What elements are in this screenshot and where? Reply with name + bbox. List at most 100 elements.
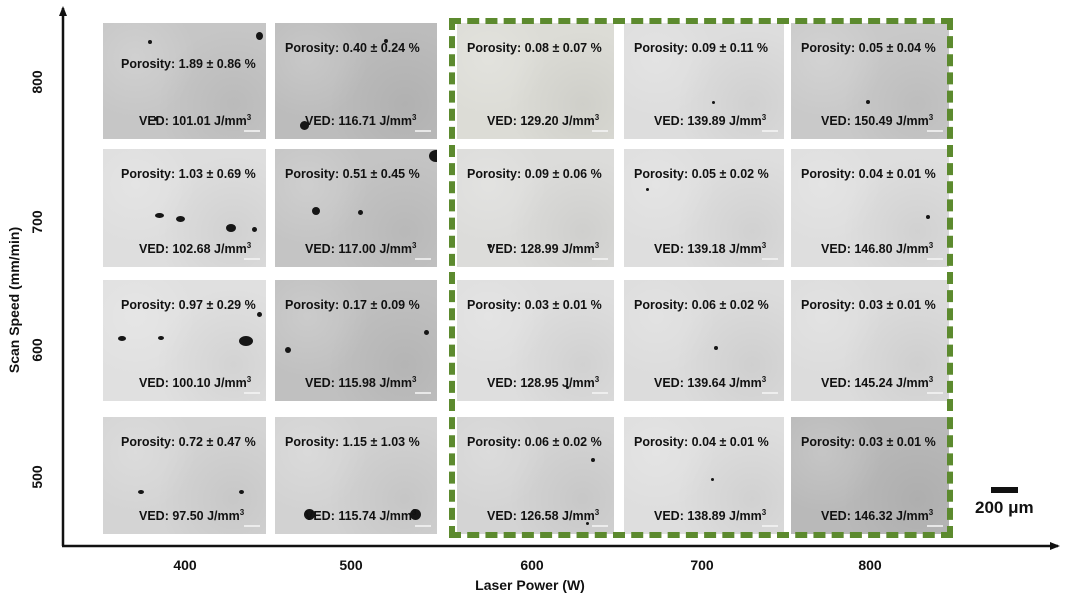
micrograph-scale-mark [762, 392, 778, 394]
micrograph-scale-mark [927, 392, 943, 394]
porosity-label: Porosity: 1.03 ± 0.69 % [121, 167, 256, 181]
micrograph-texture [624, 23, 784, 139]
micrograph-texture [275, 23, 437, 139]
superscript-three: 3 [412, 113, 417, 122]
micrograph-panel: Porosity: 0.06 ± 0.02 % VED: 126.58 J/mm3 [457, 417, 614, 534]
micrograph-texture [103, 149, 266, 267]
micrograph-texture [103, 280, 266, 401]
porosity-label: Porosity: 0.04 ± 0.01 % [801, 167, 936, 181]
pore-mark [429, 150, 437, 162]
ved-value: VED: 150.49 J/mm [821, 114, 929, 129]
ved-label: VED: 115.74 J/mm3 [305, 508, 416, 523]
x-tick-label: 800 [858, 557, 882, 573]
x-tick-label: 400 [173, 557, 197, 573]
pore-mark [714, 346, 718, 350]
pore-mark [257, 312, 262, 317]
ved-label: VED: 126.58 J/mm3 [487, 508, 599, 523]
ved-label: VED: 116.71 J/mm3 [305, 113, 416, 128]
ved-label: VED: 139.18 J/mm3 [654, 241, 766, 256]
micrograph-panel: Porosity: 0.05 ± 0.04 % VED: 150.49 J/mm3 [791, 23, 949, 139]
porosity-label: Porosity: 0.03 ± 0.01 % [801, 435, 936, 449]
x-axis-label: Laser Power (W) [475, 577, 585, 593]
ved-label: VED: 117.00 J/mm3 [305, 241, 416, 256]
porosity-label: Porosity: 1.15 ± 1.03 % [285, 435, 420, 449]
micrograph-panel: Porosity: 1.03 ± 0.69 % VED: 102.68 J/mm3 [103, 149, 266, 267]
micrograph-texture [103, 417, 266, 534]
micrograph-panel: Porosity: 0.09 ± 0.06 % VED: 128.99 J/mm3 [457, 149, 614, 267]
pore-mark [285, 347, 291, 353]
ved-value: VED: 139.18 J/mm [654, 242, 762, 257]
micrograph-panel: Porosity: 0.09 ± 0.11 % VED: 139.89 J/mm3 [624, 23, 784, 139]
ved-value: VED: 102.68 J/mm [139, 242, 247, 257]
superscript-three: 3 [412, 375, 417, 384]
porosity-label: Porosity: 0.08 ± 0.07 % [467, 41, 602, 55]
ved-label: VED: 139.89 J/mm3 [654, 113, 766, 128]
micrograph-panel: Porosity: 0.51 ± 0.45 % VED: 117.00 J/mm3 [275, 149, 437, 267]
micrograph-scale-mark [762, 258, 778, 260]
ved-value: VED: 128.99 J/mm [487, 242, 595, 257]
superscript-three: 3 [246, 241, 252, 250]
pore-mark [566, 386, 569, 389]
micrograph-panel: Porosity: 0.40 ± 0.24 % VED: 116.71 J/mm3 [275, 23, 437, 139]
porosity-label: Porosity: 0.03 ± 0.01 % [801, 298, 936, 312]
pore-mark [586, 522, 589, 525]
ved-label: VED: 100.10 J/mm3 [139, 375, 251, 390]
micrograph-panel: Porosity: 0.03 ± 0.01 % VED: 128.95 J/mm3 [457, 280, 614, 401]
pore-mark [155, 213, 164, 218]
ved-value: VED: 126.58 J/mm [487, 509, 595, 524]
ved-label: VED: 101.01 J/mm3 [139, 113, 251, 128]
pore-mark [312, 207, 320, 215]
ved-label: VED: 102.68 J/mm3 [139, 241, 251, 256]
ved-value: VED: 100.10 J/mm [139, 376, 247, 391]
pore-mark [304, 509, 315, 520]
micrograph-scale-mark [415, 525, 431, 527]
y-axis-label: Scan Speed (mm/min) [6, 226, 22, 374]
micrograph-texture [791, 280, 949, 401]
pore-mark [646, 188, 649, 191]
pore-mark [712, 101, 715, 104]
optimal-window-highlight [449, 18, 953, 538]
y-tick-label: 800 [29, 70, 45, 94]
ved-value: VED: 97.50 J/mm [139, 509, 240, 524]
micrograph-scale-mark [244, 392, 260, 394]
pore-mark [591, 458, 595, 462]
porosity-label: Porosity: 0.05 ± 0.04 % [801, 41, 936, 55]
micrograph-texture [624, 417, 784, 534]
pore-mark [256, 32, 263, 40]
micrograph-texture [103, 23, 266, 139]
x-tick-label: 600 [520, 557, 544, 573]
micrograph-texture [624, 149, 784, 267]
y-tick-label: 700 [29, 210, 45, 234]
micrograph-scale-mark [415, 130, 431, 132]
pore-mark [239, 336, 253, 346]
micrograph-scale-mark [244, 130, 260, 132]
porosity-label: Porosity: 0.04 ± 0.01 % [634, 435, 769, 449]
superscript-three: 3 [239, 508, 245, 517]
superscript-three: 3 [594, 113, 600, 122]
ved-value: VED: 138.89 J/mm [654, 509, 762, 524]
superscript-three: 3 [761, 113, 767, 122]
micrograph-panel: Porosity: 1.89 ± 0.86 % VED: 101.01 J/mm3 [103, 23, 266, 139]
micrograph-texture [791, 23, 949, 139]
porosity-label: Porosity: 0.97 ± 0.29 % [121, 298, 256, 312]
micrograph-texture [791, 149, 949, 267]
micrograph-scale-mark [762, 130, 778, 132]
ved-value: VED: 129.20 J/mm [487, 114, 595, 129]
micrograph-scale-mark [927, 525, 943, 527]
ved-label: VED: 129.20 J/mm3 [487, 113, 599, 128]
pore-mark [239, 490, 244, 494]
y-tick-label: 600 [29, 338, 45, 362]
pore-mark [300, 121, 309, 130]
ved-value: VED: 115.98 J/mm [305, 376, 413, 391]
y-tick-label: 500 [29, 465, 45, 489]
micrograph-panel: Porosity: 0.06 ± 0.02 % VED: 139.64 J/mm3 [624, 280, 784, 401]
pore-mark [158, 336, 164, 340]
ved-value: VED: 139.89 J/mm [654, 114, 762, 129]
micrograph-scale-mark [927, 258, 943, 260]
micrograph-panel: Porosity: 0.97 ± 0.29 % VED: 100.10 J/mm3 [103, 280, 266, 401]
micrograph-scale-mark [927, 130, 943, 132]
superscript-three: 3 [928, 241, 934, 250]
micrograph-panel: Porosity: 0.03 ± 0.01 % VED: 145.24 J/mm3 [791, 280, 949, 401]
ved-label: VED: 128.95 J/mm3 [487, 375, 599, 390]
